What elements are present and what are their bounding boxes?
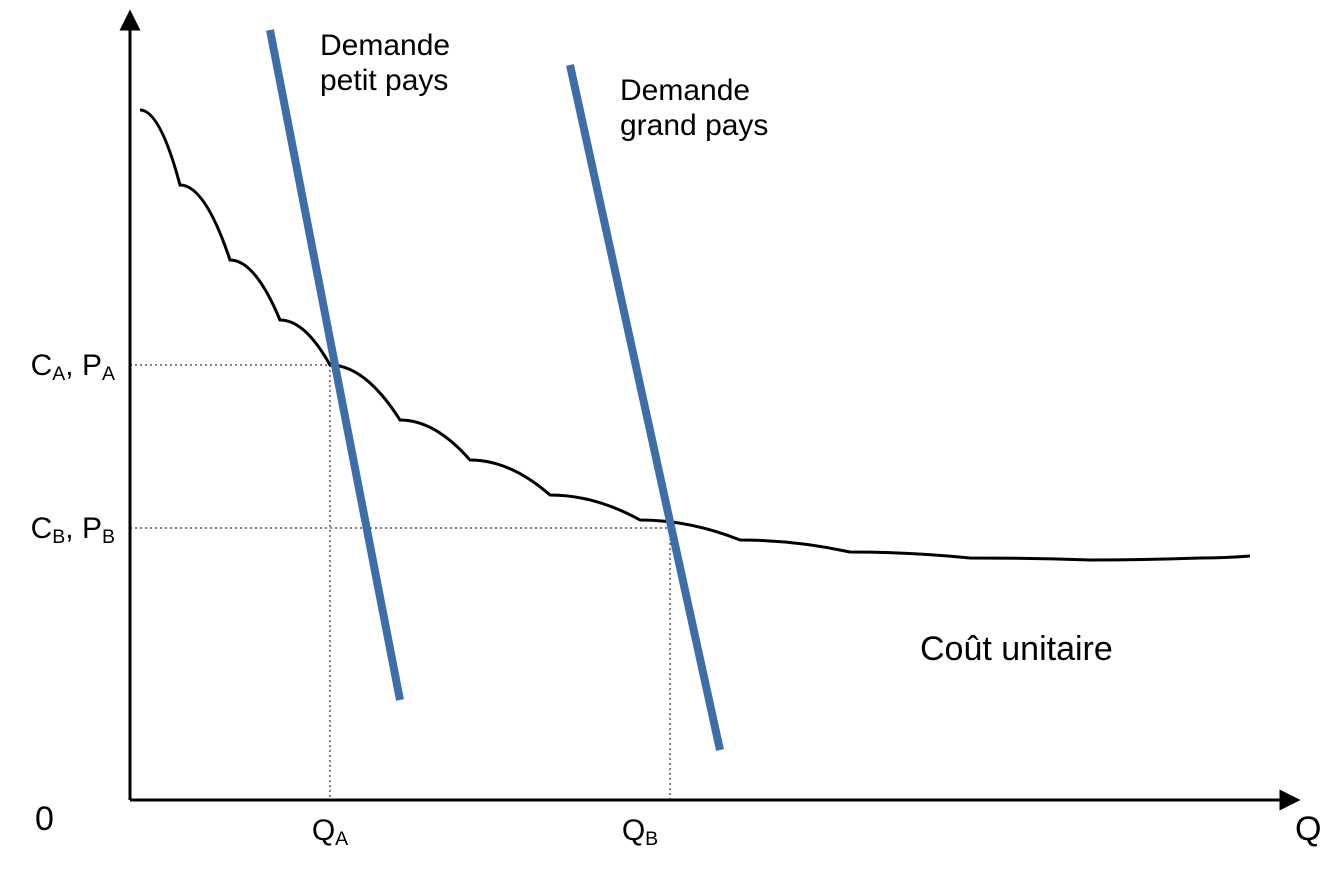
demand-small-label-2: petit pays (320, 64, 448, 97)
demand-small-line (270, 30, 400, 700)
demand-large-label-2: grand pays (620, 109, 768, 142)
origin-label: 0 (35, 800, 54, 838)
y-tick-b: CB, PB (31, 512, 115, 548)
economics-chart: Demandepetit paysDemandegrand paysCoût u… (0, 0, 1336, 874)
x-tick-b: QB (622, 814, 658, 850)
demand-large-line (570, 65, 720, 750)
cost-curve (140, 110, 1250, 560)
x-axis-label: Q (1295, 810, 1321, 848)
cost-curve-label: Coût unitaire (920, 630, 1113, 668)
y-tick-a: CA, PA (31, 349, 115, 385)
demand-small-label-1: Demande (320, 29, 450, 62)
x-tick-a: QA (312, 814, 348, 850)
demand-large-label-1: Demande (620, 74, 750, 107)
